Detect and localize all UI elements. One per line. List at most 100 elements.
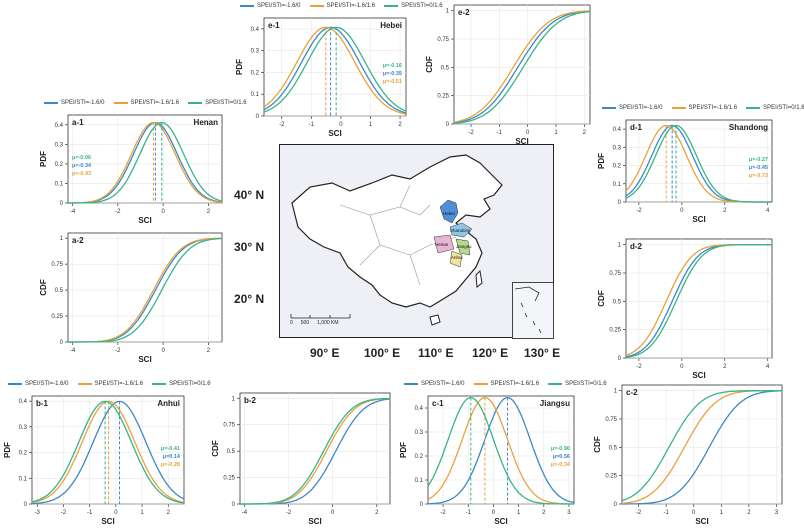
- mu-label: μ=0.14: [163, 454, 181, 460]
- y-tick-label: 0.4: [613, 127, 622, 133]
- x-tick-label: -2: [115, 348, 121, 354]
- series-line-3: [240, 397, 391, 505]
- legend-label: SPEI/STI=-1.6/1.6: [490, 381, 540, 387]
- y-tick-label: 0.1: [251, 92, 260, 98]
- y-tick-label: 0.1: [55, 181, 64, 187]
- legend-label: SPEI/STI=-1.6/1.6: [688, 105, 738, 111]
- chart-svg: -2 -1 0 1 2 3 0 0.1 0.2 0.3 0.4 SCI PDF c-1 Jiangsu μ=-…: [399, 395, 575, 526]
- x-tick-label: 2: [723, 208, 727, 214]
- y-tick-label: 0.3: [613, 145, 622, 151]
- y-tick-label: 0.3: [251, 49, 260, 55]
- x-tick-label: -2: [279, 122, 285, 128]
- legend-swatch: [44, 102, 58, 104]
- series-line-1: [622, 390, 782, 505]
- legend-label: SPEI/STI=0/1.6: [169, 381, 211, 387]
- x-axis-label: SCI: [494, 517, 507, 526]
- legend-item: SPEI/STI=-1.6/1.6: [473, 381, 540, 387]
- legend-swatch: [602, 107, 616, 109]
- y-tick-label: 0.2: [55, 162, 64, 168]
- region-label: Anhui: [157, 399, 180, 408]
- legend-item: SPEI/STI=-1.6/1.6: [671, 105, 738, 111]
- panel-label: c-2: [626, 388, 638, 397]
- province-anhui: [449, 250, 463, 268]
- y-tick-label: 0.2: [613, 164, 622, 170]
- series-line-3: [68, 237, 223, 343]
- y-tick-label: 0: [618, 356, 622, 362]
- scale-label-1000: 1,000 KM: [317, 320, 339, 326]
- legend-label: SPEI/STI=-1.6/1.6: [130, 100, 180, 106]
- panel-label: d-1: [630, 123, 643, 132]
- legend-label: SPEI/STI=-1.6/1.6: [94, 381, 144, 387]
- x-tick-label: 2: [375, 510, 379, 516]
- plot-area: [239, 392, 391, 505]
- series-line-2: [263, 26, 407, 115]
- chart-legend: SPEI/STI=-1.6/0 SPEI/STI=-1.6/1.6 SPEI/STI…: [404, 378, 607, 390]
- region-label: Henan: [194, 118, 219, 127]
- x-axis-label: SCI: [692, 215, 705, 224]
- legend-item: SPEI/STI=-1.6/0: [8, 381, 69, 387]
- legend-item: SPEI/STI=0/1.6: [152, 381, 211, 387]
- y-tick-label: 0.4: [415, 406, 424, 412]
- x-tick-label: -1: [466, 510, 472, 516]
- y-tick-label: 0.2: [19, 451, 28, 457]
- chart-svg: -2 0 2 4 0 0.1 0.2 0.3 0.4 SCI PDF d-1 Shandong μ=-0.…: [597, 119, 773, 224]
- x-tick-label: -2: [636, 510, 642, 516]
- chart-legend: SPEI/STI=-1.6/0 SPEI/STI=-1.6/1.6 SPEI/STI…: [8, 378, 211, 390]
- y-tick-label: 0: [24, 502, 28, 508]
- y-axis-label: CDF: [425, 56, 434, 73]
- plot-area: [31, 395, 185, 505]
- series-line-1: [427, 396, 575, 505]
- x-axis-label: SCI: [101, 517, 114, 526]
- panel-label: c-1: [432, 399, 444, 408]
- y-axis-label: PDF: [399, 442, 408, 458]
- province-hebei: [439, 199, 459, 224]
- y-tick-label: 1: [614, 389, 618, 395]
- plot-area: [67, 232, 223, 343]
- series-line-2: [453, 10, 590, 123]
- legend-item: SPEI/STI=0/1.6: [384, 3, 443, 9]
- panel-label: a-2: [72, 236, 84, 245]
- legend-item: SPEI/STI=-1.6/0: [44, 100, 105, 106]
- series-line-3: [68, 121, 223, 204]
- series-line-3: [621, 390, 782, 502]
- x-tick-label: 0: [161, 348, 165, 354]
- x-tick-label: 0: [161, 209, 165, 215]
- series-line-3: [263, 26, 407, 113]
- chart-svg: -4 -2 0 2 0 0.1 0.2 0.3 0.4 SCI PDF a-1 Henan μ=-0.06…: [39, 114, 223, 225]
- series-line-1: [31, 400, 185, 505]
- y-tick-label: 0: [60, 201, 64, 207]
- lat-label-30n: 30° N: [234, 240, 265, 254]
- legend-swatch: [188, 102, 203, 104]
- map-label-hebei: Hebei: [443, 211, 455, 216]
- chart-legend: SPEI/STI=-1.6/0 SPEI/STI=-1.6/1.6 SPEI/STI…: [240, 0, 443, 12]
- legend-label: SPEI/STI=0/1.6: [401, 3, 443, 9]
- x-tick-label: -2: [468, 130, 474, 136]
- plot-area: [625, 238, 773, 359]
- taiwan-island: [475, 269, 483, 288]
- x-tick-label: 0: [692, 510, 696, 516]
- y-tick-label: 0.1: [19, 476, 28, 482]
- x-tick-label: 1: [554, 130, 558, 136]
- province-jiangsu: [455, 238, 471, 256]
- series-line-2: [67, 121, 223, 204]
- x-tick-label: 0: [331, 510, 335, 516]
- series-line-3: [625, 124, 772, 203]
- y-tick-label: 1: [618, 243, 622, 249]
- plot-area: [453, 4, 591, 125]
- legend-label: SPEI/STI=-1.6/0: [61, 100, 105, 106]
- x-axis-label: SCI: [138, 355, 151, 364]
- plot-area: [263, 17, 407, 117]
- y-tick-label: 0: [256, 114, 260, 120]
- x-tick-label: 4: [766, 208, 770, 214]
- x-tick-label: -1: [663, 510, 669, 516]
- mu-label: μ=-0.34: [551, 462, 571, 468]
- x-tick-label: 1: [720, 510, 724, 516]
- x-tick-label: 2: [207, 209, 211, 215]
- panel-label: a-1: [72, 118, 84, 127]
- x-tick-label: -2: [286, 510, 292, 516]
- y-tick-label: 0.1: [415, 478, 424, 484]
- legend-label: SPEI/STI=0/1.6: [565, 381, 607, 387]
- mu-label: μ=-0.27: [749, 157, 768, 163]
- y-tick-label: 0.75: [51, 262, 63, 268]
- x-tick-label: -2: [61, 510, 67, 516]
